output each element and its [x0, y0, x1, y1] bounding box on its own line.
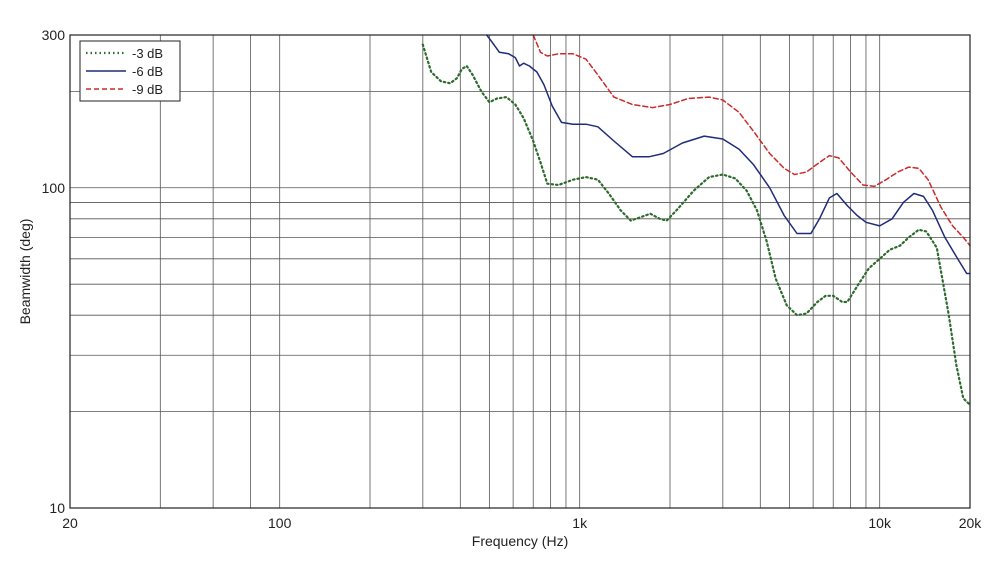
y-tick-labels: 10 100 300	[42, 27, 66, 516]
series-line-2	[485, 34, 971, 275]
x-tick-label: 20k	[959, 515, 983, 531]
x-tick-label: 1k	[572, 515, 588, 531]
series-lines	[421, 34, 972, 406]
x-tick-labels: 20 100 1k 10k 20k	[62, 515, 982, 531]
legend-label: -3 dB	[132, 46, 163, 61]
x-tick-label: 100	[268, 515, 292, 531]
legend-label: -9 dB	[132, 82, 163, 97]
y-tick-label: 100	[42, 180, 66, 196]
x-axis-label: Frequency (Hz)	[472, 533, 568, 549]
x-tick-label: 20	[62, 515, 78, 531]
y-tick-label: 10	[49, 500, 65, 516]
y-tick-label: 300	[42, 27, 66, 43]
grid-lines	[70, 34, 971, 508]
series-line-1	[421, 43, 972, 406]
series-line-3	[532, 34, 971, 247]
legend-label: -6 dB	[132, 64, 163, 79]
legend: -3 dB -6 dB -9 dB	[79, 40, 181, 102]
y-axis-label: Beamwidth (deg)	[17, 219, 33, 325]
plot-border	[69, 34, 971, 509]
x-tick-label: 10k	[868, 515, 892, 531]
